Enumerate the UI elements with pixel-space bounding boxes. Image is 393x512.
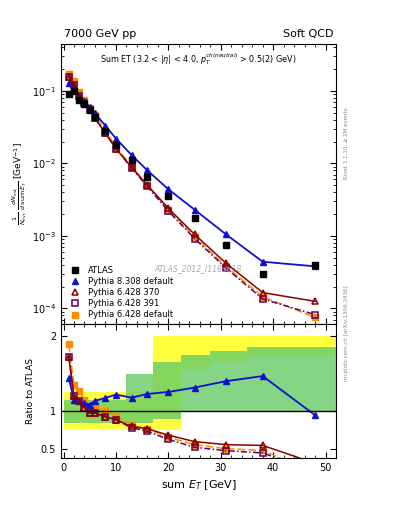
Pythia 6.428 370 (103, 130, 108, 136)
Pythia 6.428 default (77, 90, 82, 96)
Pythia 6.428 default (82, 97, 87, 103)
Pythia 6.428 370 (260, 290, 265, 296)
Pythia 6.428 391 (260, 296, 265, 302)
Pythia 6.428 default (313, 314, 318, 321)
Pythia 6.428 370 (166, 205, 171, 211)
ATLAS (103, 128, 108, 134)
Pythia 8.308 default (82, 98, 87, 104)
Pythia 6.428 default (93, 112, 97, 118)
Pythia 6.428 default (72, 78, 76, 84)
Pythia 6.428 391 (224, 265, 228, 271)
ATLAS (93, 114, 97, 120)
Pythia 6.428 370 (87, 107, 92, 113)
ATLAS (82, 101, 87, 108)
ATLAS (77, 97, 82, 103)
Text: Sum ET (3.2 < $|\eta|$ < 4.0, $p^{ch(neutral)}_T$ > 0.5(2) GeV): Sum ET (3.2 < $|\eta|$ < 4.0, $p^{ch(neu… (100, 52, 297, 68)
Line: Pythia 8.308 default: Pythia 8.308 default (66, 79, 318, 269)
Pythia 6.428 391 (72, 82, 76, 88)
Pythia 6.428 370 (93, 115, 97, 121)
Pythia 6.428 default (66, 71, 71, 77)
Legend: ATLAS, Pythia 8.308 default, Pythia 6.428 370, Pythia 6.428 391, Pythia 6.428 de: ATLAS, Pythia 8.308 default, Pythia 6.42… (63, 264, 175, 322)
Pythia 6.428 default (114, 143, 118, 150)
Pythia 6.428 370 (72, 82, 76, 88)
Pythia 6.428 default (224, 263, 228, 269)
Pythia 6.428 391 (145, 183, 150, 189)
Line: Pythia 6.428 370: Pythia 6.428 370 (66, 74, 318, 305)
Pythia 8.308 default (72, 83, 76, 90)
Pythia 6.428 370 (77, 93, 82, 99)
Pythia 6.428 default (87, 105, 92, 111)
Pythia 6.428 370 (82, 100, 87, 106)
Pythia 8.308 default (192, 206, 197, 212)
Pythia 6.428 391 (114, 145, 118, 152)
Pythia 6.428 391 (66, 74, 71, 80)
Pythia 6.428 391 (87, 107, 92, 113)
ATLAS (114, 142, 118, 148)
Text: Rivet 3.1.10, ≥ 2M events: Rivet 3.1.10, ≥ 2M events (344, 108, 349, 179)
Y-axis label: $\frac{1}{N_\mathrm{evt}}$ $\frac{dN_\mathrm{evt}}{d\,\mathrm{sum}\,E_T}$ [GeV$^: $\frac{1}{N_\mathrm{evt}}$ $\frac{dN_\ma… (10, 143, 29, 225)
Pythia 6.428 default (260, 293, 265, 300)
Pythia 6.428 391 (103, 130, 108, 136)
Y-axis label: Ratio to ATLAS: Ratio to ATLAS (26, 358, 35, 424)
ATLAS (260, 271, 265, 277)
ATLAS (66, 91, 71, 97)
Pythia 8.308 default (129, 152, 134, 158)
Text: ATLAS_2012_I1183818: ATLAS_2012_I1183818 (155, 264, 242, 273)
Pythia 6.428 391 (192, 236, 197, 242)
Pythia 8.308 default (313, 263, 318, 269)
ATLAS (192, 215, 197, 221)
Pythia 6.428 370 (129, 164, 134, 170)
Text: mcplots.cern.ch [arXiv:1306.3436]: mcplots.cern.ch [arXiv:1306.3436] (344, 285, 349, 380)
Line: Pythia 6.428 391: Pythia 6.428 391 (66, 74, 318, 318)
Pythia 6.428 370 (114, 145, 118, 152)
Pythia 6.428 370 (313, 298, 318, 305)
Pythia 8.308 default (166, 186, 171, 193)
ATLAS (72, 88, 76, 94)
Pythia 6.428 default (103, 128, 108, 134)
Pythia 6.428 391 (82, 100, 87, 106)
Pythia 6.428 391 (129, 165, 134, 171)
Pythia 8.308 default (66, 79, 71, 86)
Pythia 6.428 370 (66, 74, 71, 80)
Pythia 8.308 default (93, 110, 97, 116)
Line: ATLAS: ATLAS (65, 88, 319, 278)
Pythia 6.428 default (145, 182, 150, 188)
Pythia 6.428 391 (166, 208, 171, 214)
X-axis label: sum $E_T$ [GeV]: sum $E_T$ [GeV] (161, 479, 236, 493)
ATLAS (129, 157, 134, 163)
ATLAS (224, 242, 228, 248)
Pythia 8.308 default (77, 93, 82, 99)
Pythia 6.428 391 (313, 311, 318, 317)
Pythia 6.428 370 (224, 260, 228, 266)
Pythia 8.308 default (260, 259, 265, 265)
Pythia 8.308 default (103, 123, 108, 129)
Text: Soft QCD: Soft QCD (283, 29, 333, 39)
Pythia 6.428 370 (192, 231, 197, 238)
Pythia 6.428 default (129, 164, 134, 170)
Pythia 6.428 391 (77, 93, 82, 99)
Pythia 8.308 default (87, 104, 92, 110)
ATLAS (145, 174, 150, 180)
Text: 7000 GeV pp: 7000 GeV pp (64, 29, 136, 39)
Pythia 8.308 default (224, 231, 228, 238)
Pythia 6.428 391 (93, 115, 97, 121)
Line: Pythia 6.428 default: Pythia 6.428 default (66, 71, 318, 321)
ATLAS (87, 106, 92, 113)
Pythia 8.308 default (114, 136, 118, 142)
Pythia 6.428 370 (145, 182, 150, 188)
Pythia 6.428 default (192, 233, 197, 240)
ATLAS (166, 194, 171, 200)
Pythia 8.308 default (145, 167, 150, 174)
Pythia 6.428 default (166, 206, 171, 212)
ATLAS (313, 262, 318, 268)
